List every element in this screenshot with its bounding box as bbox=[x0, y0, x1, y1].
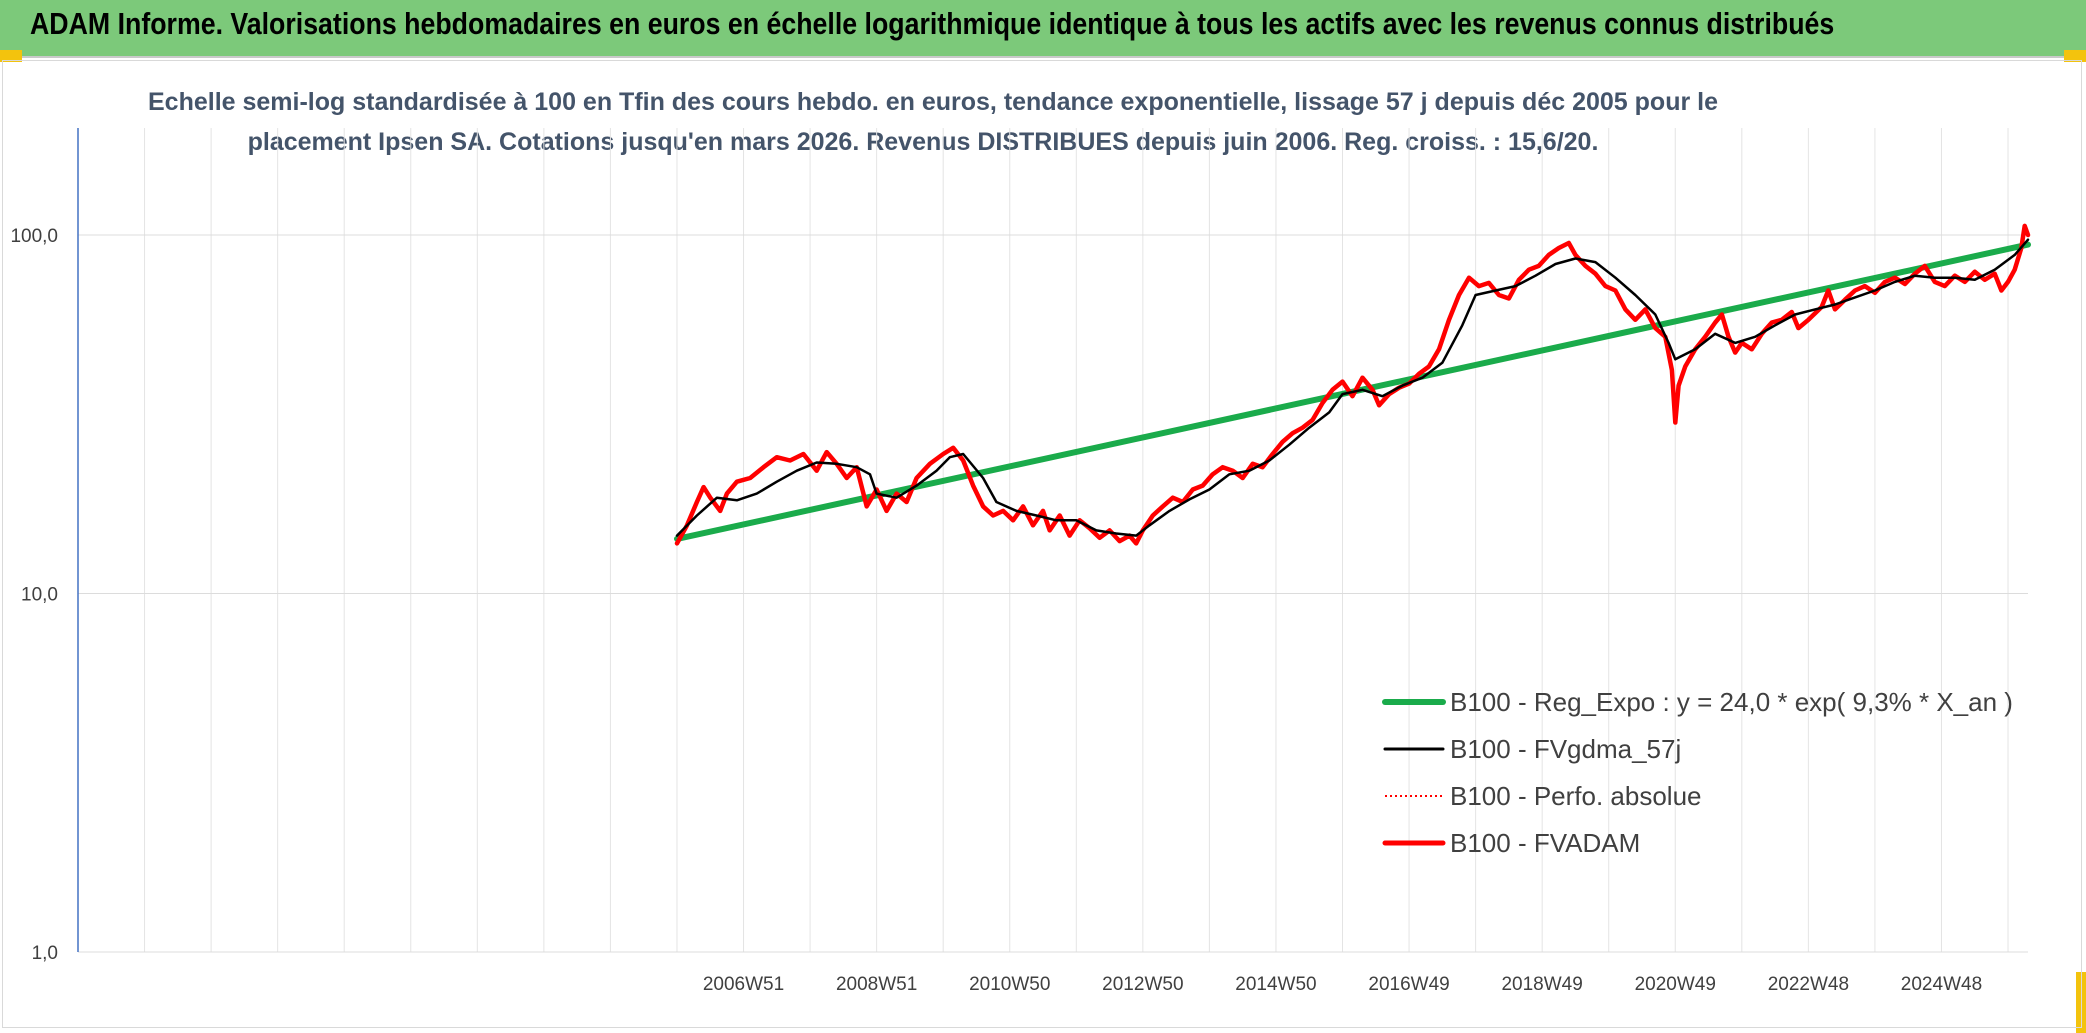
x-tick-label: 2016W49 bbox=[1368, 974, 1449, 995]
series-lines bbox=[674, 223, 2031, 546]
corner-marker-top-right bbox=[2064, 50, 2086, 62]
y-tick-label: 1,0 bbox=[32, 943, 58, 964]
x-tick-label: 2010W50 bbox=[969, 974, 1050, 995]
y-tick-label: 100,0 bbox=[10, 226, 58, 247]
x-tick-label: 2012W50 bbox=[1102, 974, 1183, 995]
legend-label-1: B100 - FVgdma_57j bbox=[1450, 734, 1681, 764]
legend: B100 - Reg_Expo : y = 24,0 * exp( 9,3% *… bbox=[1382, 687, 2013, 858]
y-tick-label: 10,0 bbox=[21, 585, 58, 606]
chart-title-line-2: placement Ipsen SA. Cotations jusqu'en m… bbox=[247, 128, 1599, 156]
x-tick-label: 2024W48 bbox=[1901, 974, 1982, 995]
legend-label-0: B100 - Reg_Expo : y = 24,0 * exp( 9,3% *… bbox=[1450, 687, 2013, 717]
legend-label-2: B100 - Perfo. absolue bbox=[1450, 781, 1702, 811]
series-line-1 bbox=[675, 238, 2030, 537]
series-line-3 bbox=[674, 223, 2031, 546]
chart-title-line-1: Echelle semi-log standardisée à 100 en T… bbox=[148, 88, 1718, 116]
header-banner: ADAM Informe. Valorisations hebdomadaire… bbox=[0, 0, 2086, 58]
page-title: ADAM Informe. Valorisations hebdomadaire… bbox=[30, 6, 1835, 41]
x-tick-label: 2006W51 bbox=[703, 974, 784, 995]
x-tick-label: 2014W50 bbox=[1235, 974, 1316, 995]
axis-labels: 1,0 10,0 100,0 2006W51 2008W51 2010W50 2012W50… bbox=[10, 226, 1982, 995]
chart-frame bbox=[2, 60, 2082, 1028]
x-tick-label: 2008W51 bbox=[836, 974, 917, 995]
x-tick-label: 2020W49 bbox=[1635, 974, 1716, 995]
corner-marker-top-left bbox=[0, 50, 22, 62]
legend-label-3: B100 - FVADAM bbox=[1450, 828, 1640, 858]
gridlines bbox=[78, 128, 2028, 953]
x-tick-label: 2022W48 bbox=[1768, 974, 1849, 995]
x-tick-label: 2018W49 bbox=[1501, 974, 1582, 995]
